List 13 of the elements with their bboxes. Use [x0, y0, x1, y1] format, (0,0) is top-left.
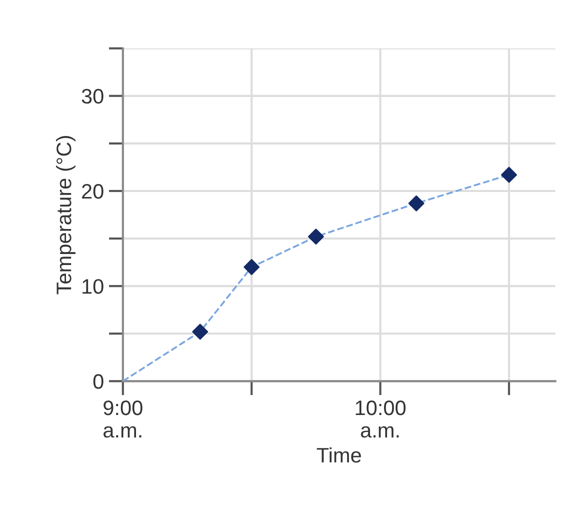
y-axis-title: Temperature (°C) [56, 136, 76, 294]
point [408, 195, 424, 212]
point [308, 228, 324, 245]
point [192, 324, 208, 340]
x-tick-label: 9:00 a.m. [104, 400, 142, 438]
y-tick-label: 30 [82, 88, 104, 104]
y-tick-label: 10 [82, 279, 104, 294]
y-tick-label: 20 [82, 184, 104, 199]
point [501, 166, 517, 183]
x-tick-label: 10:00 a.m. [356, 400, 406, 438]
x-axis-title: Time [316, 447, 361, 463]
point [244, 259, 260, 276]
y-tick-label: 0 [93, 374, 104, 389]
